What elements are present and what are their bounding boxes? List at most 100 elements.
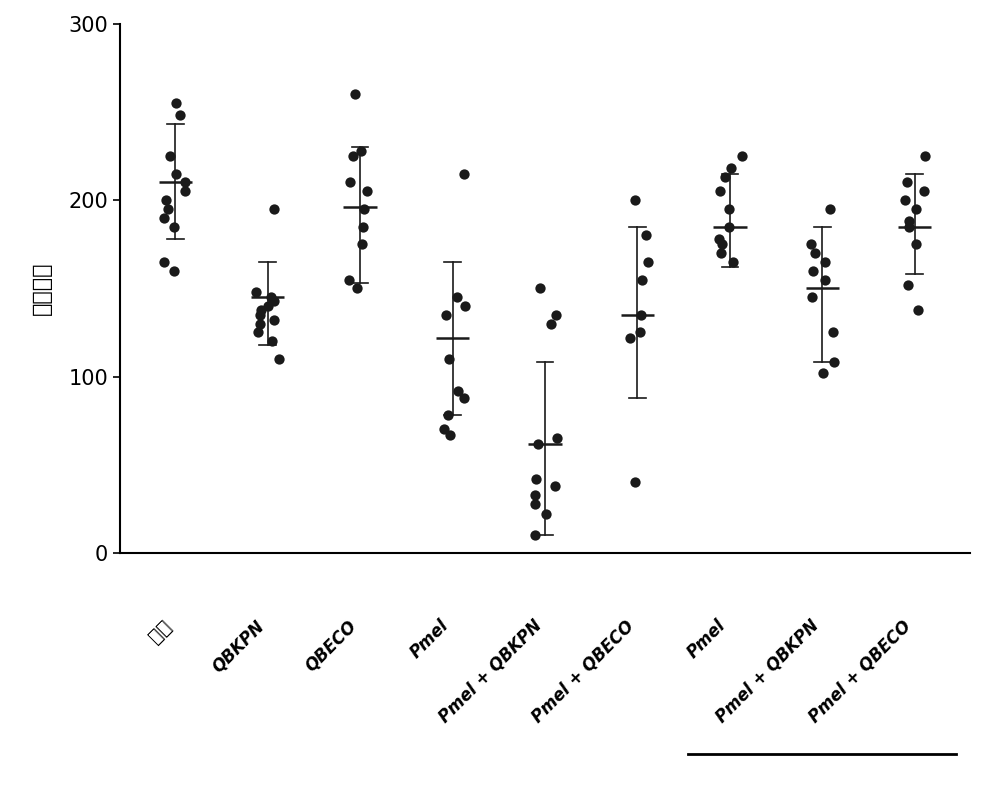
Point xyxy=(633,308,649,321)
Point xyxy=(627,476,643,489)
Text: QBECO: QBECO xyxy=(302,616,360,675)
Point xyxy=(916,185,932,198)
Point xyxy=(253,303,269,316)
Point xyxy=(538,508,554,521)
Point xyxy=(627,194,643,206)
Point xyxy=(158,194,174,206)
Point xyxy=(177,176,193,189)
Point xyxy=(156,256,172,269)
Point xyxy=(166,220,182,233)
Point xyxy=(449,291,465,303)
Point xyxy=(271,352,287,365)
Point xyxy=(901,220,917,233)
Point xyxy=(804,291,820,303)
Text: Pmel + QBECO: Pmel + QBECO xyxy=(806,616,915,726)
Point xyxy=(252,318,268,330)
Point xyxy=(248,285,264,298)
Point xyxy=(817,273,833,286)
Text: Pmel + QBKPN: Pmel + QBKPN xyxy=(712,616,822,727)
Point xyxy=(548,308,564,321)
Point xyxy=(355,220,371,233)
Point xyxy=(356,202,372,215)
Point xyxy=(711,232,727,245)
Point xyxy=(638,229,654,242)
Point xyxy=(910,303,926,316)
Point xyxy=(825,326,841,339)
Text: Pmel + QBKPN: Pmel + QBKPN xyxy=(435,616,545,727)
Point xyxy=(342,176,358,189)
Point xyxy=(456,167,472,180)
Point xyxy=(349,282,365,295)
Point xyxy=(266,202,282,215)
Point xyxy=(734,150,750,163)
Point xyxy=(723,162,739,175)
Point xyxy=(815,367,831,379)
Point xyxy=(266,314,282,326)
Point xyxy=(457,299,473,312)
Text: 载体: 载体 xyxy=(145,616,175,646)
Point xyxy=(264,335,280,348)
Point xyxy=(549,432,565,445)
Text: QBKPN: QBKPN xyxy=(209,616,268,675)
Point xyxy=(450,385,466,397)
Point xyxy=(166,265,182,277)
Point xyxy=(826,356,842,369)
Text: Pmel: Pmel xyxy=(684,616,730,662)
Point xyxy=(530,438,546,450)
Point xyxy=(712,185,728,198)
Point xyxy=(721,202,737,215)
Point xyxy=(441,352,457,365)
Point xyxy=(717,171,733,183)
Point xyxy=(634,273,650,286)
Point xyxy=(172,109,188,122)
Point xyxy=(897,194,913,206)
Point xyxy=(250,326,266,339)
Point xyxy=(266,295,282,307)
Point xyxy=(359,185,375,198)
Point xyxy=(156,212,172,224)
Point xyxy=(917,150,933,163)
Text: Pmel + QBECO: Pmel + QBECO xyxy=(528,616,637,726)
Point xyxy=(622,332,638,344)
Point xyxy=(162,150,178,163)
Point xyxy=(532,282,548,295)
Point xyxy=(252,308,268,321)
Point xyxy=(805,265,821,277)
Point xyxy=(713,246,729,259)
Text: Pmel: Pmel xyxy=(407,616,453,662)
Point xyxy=(345,150,361,163)
Point xyxy=(527,497,543,510)
Point xyxy=(527,529,543,542)
Point xyxy=(900,279,916,292)
Point xyxy=(640,256,656,269)
Point xyxy=(160,202,176,215)
Point xyxy=(354,238,370,250)
Point xyxy=(547,480,563,492)
Point xyxy=(721,220,737,233)
Y-axis label: 表面转移: 表面转移 xyxy=(32,261,52,315)
Point xyxy=(347,88,363,100)
Point xyxy=(901,215,917,228)
Point xyxy=(456,391,472,404)
Point xyxy=(725,256,741,269)
Point xyxy=(543,318,559,330)
Point xyxy=(341,273,357,286)
Point xyxy=(263,291,279,303)
Point xyxy=(177,185,193,198)
Point xyxy=(803,238,819,250)
Point xyxy=(817,256,833,269)
Point xyxy=(168,167,184,180)
Point xyxy=(908,238,924,250)
Point xyxy=(807,246,823,259)
Point xyxy=(822,202,838,215)
Point xyxy=(714,238,730,250)
Point xyxy=(436,423,452,436)
Point xyxy=(899,176,915,189)
Point xyxy=(632,326,648,339)
Point xyxy=(353,145,369,157)
Point xyxy=(528,472,544,485)
Point xyxy=(527,488,543,501)
Point xyxy=(260,299,276,312)
Point xyxy=(440,409,456,422)
Point xyxy=(168,97,184,110)
